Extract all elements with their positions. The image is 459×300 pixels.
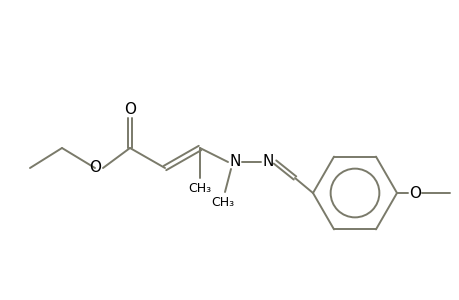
Text: O: O — [408, 185, 420, 200]
Text: N: N — [229, 154, 240, 169]
Text: O: O — [124, 103, 136, 118]
Text: CH₃: CH₃ — [188, 182, 211, 194]
Text: O: O — [89, 160, 101, 175]
Text: N: N — [262, 154, 273, 169]
Text: CH₃: CH₃ — [211, 196, 234, 208]
